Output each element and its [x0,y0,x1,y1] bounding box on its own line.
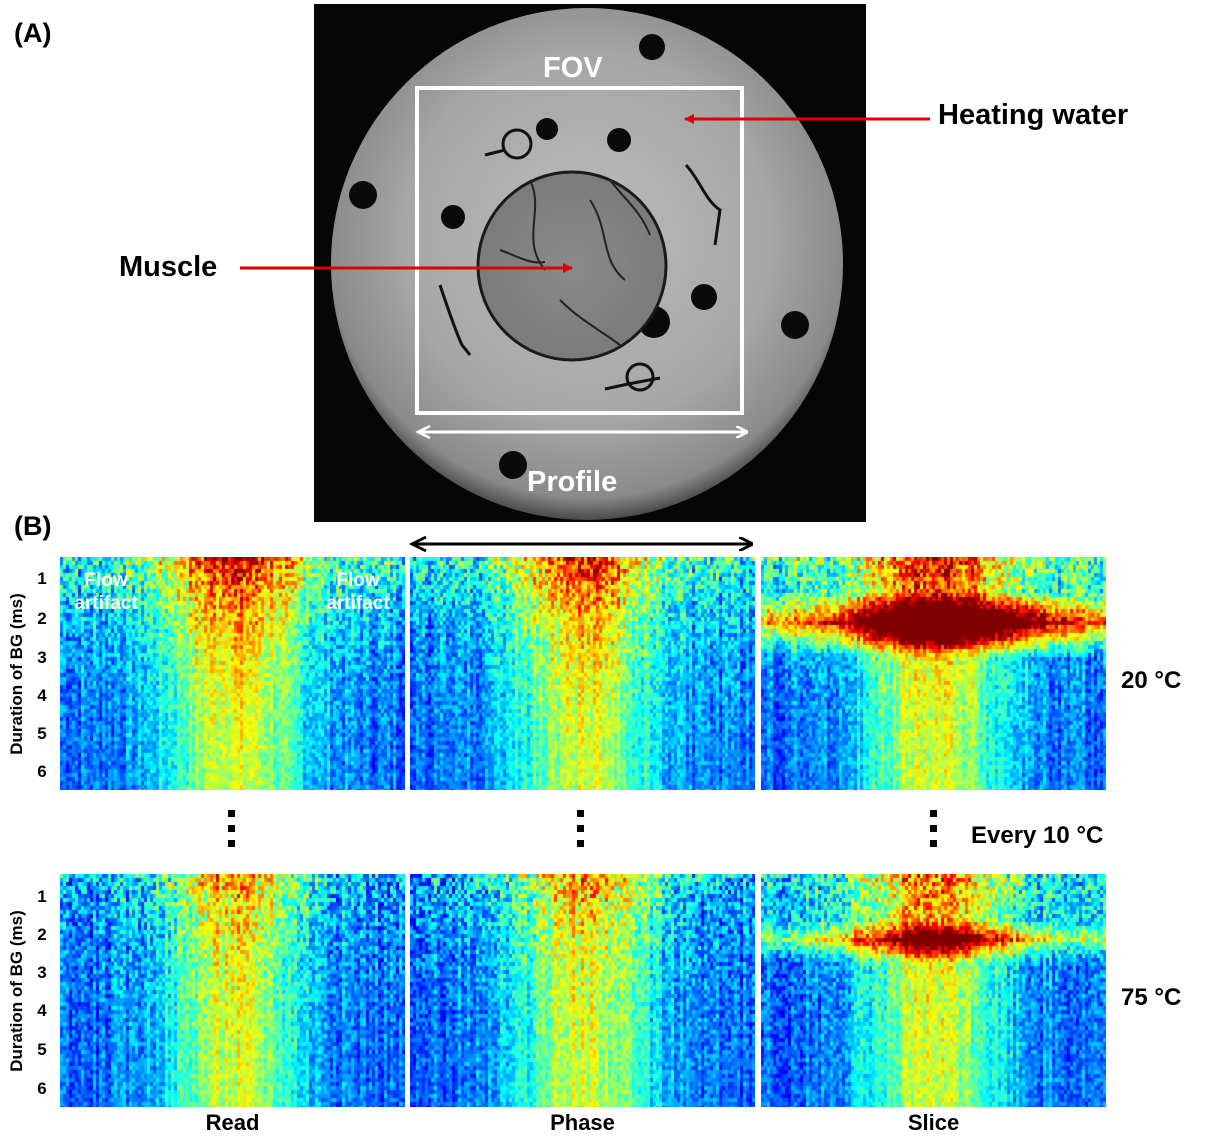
flow-artifact-right: Flow artifact [326,570,390,614]
heatmap-20c-slice [761,557,1106,790]
profile-label: Profile [527,466,618,498]
muscle-fibers [499,179,651,346]
heatmap-75c-read [60,874,405,1107]
fov-box [415,86,744,415]
ellipsis-read [228,810,236,855]
every-10c-label: Every 10 °C [971,822,1104,849]
phantom-markers [349,34,809,479]
heatmap-20c-phase [410,557,755,790]
ylabel-75c: Duration of BG (ms) [7,910,26,1072]
heating-water-label: Heating water [938,99,1129,131]
temperature-row-1: 20 °C [1121,667,1182,694]
ellipsis-slice [930,810,938,855]
fov-label: FOV [543,52,603,84]
panel-a-letter: (A) [14,18,52,48]
heatmap-75c-phase [410,874,755,1107]
column-label-read: Read [205,1110,260,1135]
column-label-phase: Phase [550,1110,615,1135]
muscle-label: Muscle [119,251,218,283]
heatmap-75c-slice [761,874,1106,1107]
column-label-slice: Slice [907,1110,960,1135]
temperature-row-2: 75 °C [1121,984,1182,1011]
flow-artifact-left: Flow artifact [74,570,138,614]
panel-b-letter: (B) [14,511,52,541]
heatmap-20c-read [60,557,405,790]
phantom-tubes [438,128,722,392]
muscle-sample [476,170,668,362]
ylabel-20c: Duration of BG (ms) [7,593,26,755]
ellipsis-phase [577,810,585,855]
